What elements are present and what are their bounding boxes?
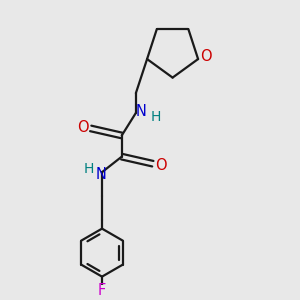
Text: N: N bbox=[96, 167, 107, 182]
Text: O: O bbox=[155, 158, 167, 172]
Text: N: N bbox=[136, 104, 146, 119]
Text: O: O bbox=[200, 49, 212, 64]
Text: H: H bbox=[151, 110, 161, 124]
Text: O: O bbox=[77, 119, 88, 134]
Text: H: H bbox=[84, 162, 94, 176]
Text: F: F bbox=[98, 283, 106, 298]
